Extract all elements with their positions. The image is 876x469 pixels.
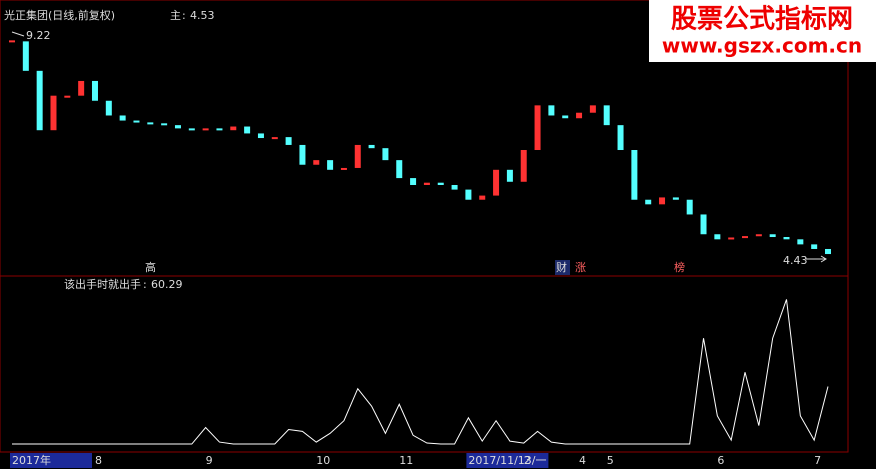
marker: 榜 [674,260,685,274]
high-arrow [11,31,25,37]
candle [354,144,361,168]
x-tick-label: 2017年 [12,453,51,467]
candle [603,105,610,126]
indicator-label: 该出手时就出手 [64,277,141,291]
watermark: 股票公式指标网 [671,5,853,35]
marker: 高 [145,260,156,274]
x-tick-label: 9 [206,454,213,467]
candle [299,144,306,165]
candle [589,105,596,113]
watermark-url: www.gszx.com.cn [662,34,862,58]
candle [64,95,71,98]
x-tick-label: 4 [579,454,586,467]
candle [659,197,666,205]
candle [520,150,527,182]
low-arrow [806,255,827,263]
candle [714,234,721,240]
x-tick-label: 8 [95,454,102,467]
candle [188,128,195,131]
candle [382,148,389,161]
x-tick-label: 2017/11/13/一 [468,454,546,467]
candle [437,182,444,185]
marker: 财 [556,260,567,274]
candle [78,80,85,96]
x-tick-label: 6 [717,454,724,467]
candle [133,120,140,123]
main-value: 4.53 [190,9,215,22]
date-highlight [466,453,549,468]
indicator-line [12,299,829,445]
candle [811,244,818,249]
candle [9,40,15,43]
candle [451,184,458,190]
candle [50,95,57,131]
candle [244,126,251,134]
candle [576,112,583,119]
indicator-value: 60.29 [151,278,183,291]
x-tick-label: 2 [524,454,531,467]
candle [769,234,776,238]
candle [686,199,693,215]
candle [742,236,749,239]
candle [672,197,679,200]
candle [161,123,168,126]
candle [506,169,513,182]
candle [396,160,403,179]
candle [230,126,237,131]
candle [755,234,762,237]
marker: 涨 [575,261,586,274]
candle [202,128,209,131]
candle [631,150,638,200]
x-tick-label: 5 [607,454,614,467]
candle [423,182,430,185]
main-sep: : [182,9,186,22]
candle [825,248,831,255]
candle [728,237,735,240]
chart-title: 光正集团(日线,前复权) [4,8,115,22]
candle [105,100,112,116]
candle [340,167,347,170]
candle [147,122,154,125]
candle [285,137,292,145]
candle [700,214,707,235]
indicator-panel [0,275,849,453]
x-tick-label: 11 [399,454,413,467]
candle [465,189,472,200]
candle [257,133,264,139]
high-label: 9.22 [26,29,51,42]
main-label: 主 [170,9,181,22]
candle [548,105,555,116]
candle [313,160,320,165]
candle [36,70,43,131]
candle [479,195,486,200]
candle [617,125,624,151]
x-tick-label: 7 [814,454,821,467]
candle [493,169,500,196]
indicator-sep: : [143,278,147,291]
candle [271,137,278,140]
watermark-box [649,0,876,62]
candle [534,105,541,151]
candle [410,178,417,185]
marker-box [555,260,570,275]
date-highlight [10,453,92,468]
x-tick-label: 10 [316,454,330,467]
candle [174,125,181,129]
candle [368,144,375,149]
candle [22,41,29,71]
candle [216,128,223,131]
low-label: 4.43 [783,254,808,267]
candle [91,80,98,101]
candle [783,237,790,240]
candle [119,115,126,121]
candle [327,160,334,170]
candle [797,239,804,245]
candle [562,115,569,119]
candle [645,199,652,205]
